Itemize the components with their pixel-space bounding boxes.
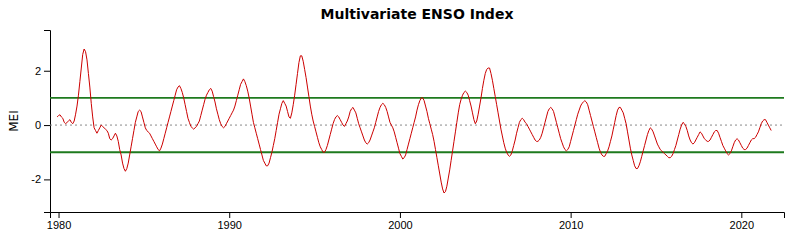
chart-svg: 1980 1990 2000 2010 2020 -2 0 2 Multivariate ENS… xyxy=(0,0,800,240)
tick: 2 xyxy=(35,65,50,77)
tick: 1980 xyxy=(47,212,71,231)
y-axis: -2 0 2 xyxy=(31,31,50,213)
tick-mark xyxy=(229,212,230,218)
tick: 2020 xyxy=(730,212,754,231)
tick-mark xyxy=(400,212,401,218)
axis-line xyxy=(44,31,51,213)
tick-label: 0 xyxy=(35,119,41,131)
tick: 1990 xyxy=(217,212,241,231)
reference-line xyxy=(50,125,784,126)
data-line xyxy=(57,49,771,193)
tick: 2010 xyxy=(559,212,583,231)
y-axis-title: MEI xyxy=(7,110,21,131)
plot-area xyxy=(50,49,784,193)
tick-mark xyxy=(44,179,50,180)
tick-label: 2 xyxy=(35,65,41,77)
reference-line xyxy=(50,97,784,99)
tick-mark xyxy=(571,212,572,218)
tick-mark xyxy=(59,212,60,218)
x-axis: 1980 1990 2000 2010 2020 xyxy=(47,212,785,231)
title: Multivariate ENSO Index xyxy=(321,6,514,22)
chart-container: 1980 1990 2000 2010 2020 -2 0 2 Multivariate ENS… xyxy=(0,0,800,240)
tick-label: 2010 xyxy=(559,219,583,231)
tick: -2 xyxy=(31,173,50,185)
tick-label: 2000 xyxy=(388,219,412,231)
axis-line xyxy=(51,213,785,219)
tick-label: 1990 xyxy=(217,219,241,231)
tick: 0 xyxy=(35,119,50,131)
tick-mark xyxy=(44,125,50,126)
tick-label: 2020 xyxy=(730,219,754,231)
tick-mark xyxy=(44,71,50,72)
tick-mark xyxy=(741,212,742,218)
tick: 2000 xyxy=(388,212,412,231)
tick-label: 1980 xyxy=(47,219,71,231)
tick-label: -2 xyxy=(31,173,41,185)
plot: 1980 1990 2000 2010 2020 -2 0 2 xyxy=(31,31,784,231)
